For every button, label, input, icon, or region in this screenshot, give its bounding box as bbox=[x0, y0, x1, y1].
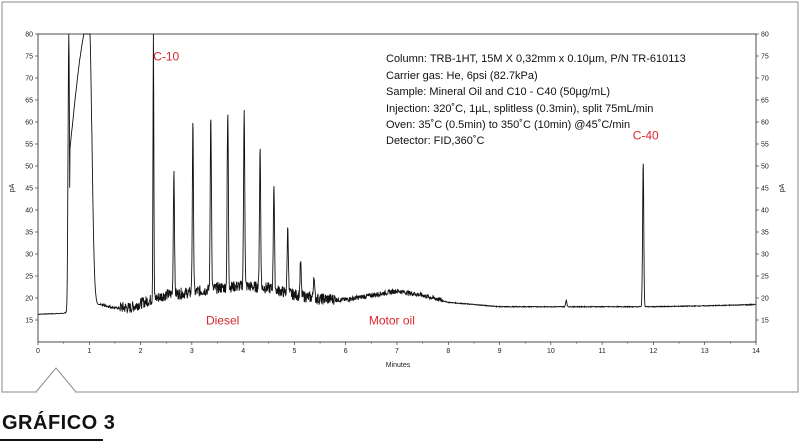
y-tick-label: 30 bbox=[25, 251, 33, 258]
peak-annotation: C-40 bbox=[633, 129, 659, 143]
x-tick-label: 1 bbox=[87, 348, 91, 355]
y-tick-label: 60 bbox=[25, 119, 33, 126]
peak-annotation: Diesel bbox=[206, 313, 239, 327]
info-line: Sample: Mineral Oil and C10 - C40 (50µg/… bbox=[386, 86, 610, 98]
peak-annotation: C-10 bbox=[153, 49, 179, 63]
y-tick-label: 65 bbox=[25, 97, 33, 104]
y-tick-label: 75 bbox=[25, 53, 33, 60]
y-tick-label: 70 bbox=[25, 75, 33, 82]
chromatogram-trace bbox=[38, 33, 757, 315]
method-info-block: Column: TRB-1HT, 15M X 0,32mm x 0.10µm, … bbox=[386, 53, 686, 147]
y-tick-label: 55 bbox=[25, 141, 33, 148]
info-line: Detector: FID,360˚C bbox=[386, 135, 484, 147]
info-line: Injection: 320˚C, 1µL, splitless (0.3min… bbox=[386, 103, 653, 115]
y-tick-label-right: 15 bbox=[761, 317, 769, 324]
y-tick-label: 25 bbox=[25, 273, 33, 280]
y-tick-label: 45 bbox=[25, 185, 33, 192]
frame-notch bbox=[35, 367, 77, 393]
y-tick-label-right: 35 bbox=[761, 229, 769, 236]
y-tick-label-right: 25 bbox=[761, 273, 769, 280]
y-tick-label: 15 bbox=[25, 317, 33, 324]
x-tick-label: 0 bbox=[36, 348, 40, 355]
peak-annotation: Motor oil bbox=[369, 313, 415, 327]
y-tick-label-right: 80 bbox=[761, 31, 769, 38]
y-axis-label-right: pA bbox=[779, 183, 786, 192]
x-tick-label: 7 bbox=[395, 348, 399, 355]
y-tick-label-right: 65 bbox=[761, 97, 769, 104]
x-tick-label: 9 bbox=[498, 348, 502, 355]
x-tick-label: 14 bbox=[752, 348, 760, 355]
x-tick-label: 8 bbox=[446, 348, 450, 355]
y-axis-label-left: pA bbox=[9, 183, 16, 192]
info-line: Oven: 35˚C (0.5min) to 350˚C (10min) @45… bbox=[386, 119, 630, 131]
x-tick-label: 11 bbox=[599, 348, 606, 355]
y-tick-label: 50 bbox=[25, 163, 33, 170]
info-line: Column: TRB-1HT, 15M X 0,32mm x 0.10µm, … bbox=[386, 53, 686, 65]
x-tick-label: 2 bbox=[139, 348, 143, 355]
x-tick-label: 10 bbox=[547, 348, 555, 355]
y-tick-label-right: 55 bbox=[761, 141, 769, 148]
info-line: Carrier gas: He, 6psi (82.7kPa) bbox=[386, 70, 538, 82]
y-tick-label: 20 bbox=[25, 295, 33, 302]
x-tick-label: 13 bbox=[701, 348, 709, 355]
plot-area bbox=[37, 33, 757, 343]
x-tick-label: 12 bbox=[650, 348, 658, 355]
x-tick-label: 3 bbox=[190, 348, 194, 355]
y-tick-label-right: 60 bbox=[761, 119, 769, 126]
y-tick-label-right: 45 bbox=[761, 185, 769, 192]
x-tick-label: 4 bbox=[241, 348, 245, 355]
y-tick-label-right: 75 bbox=[761, 53, 769, 60]
y-tick-label-right: 70 bbox=[761, 75, 769, 82]
y-tick-label-right: 40 bbox=[761, 207, 769, 214]
y-tick-label: 40 bbox=[25, 207, 33, 214]
x-tick-label: 6 bbox=[344, 348, 348, 355]
title-underline bbox=[0, 439, 103, 441]
y-tick-label: 80 bbox=[25, 31, 33, 38]
y-tick-label-right: 30 bbox=[761, 251, 769, 258]
figure-title: GRÁFICO 3 bbox=[2, 412, 116, 434]
y-tick-label-right: 50 bbox=[761, 163, 769, 170]
y-tick-label: 35 bbox=[25, 229, 33, 236]
x-axis-label: Minutes bbox=[386, 362, 411, 369]
y-tick-label-right: 20 bbox=[761, 295, 769, 302]
x-tick-label: 5 bbox=[292, 348, 296, 355]
